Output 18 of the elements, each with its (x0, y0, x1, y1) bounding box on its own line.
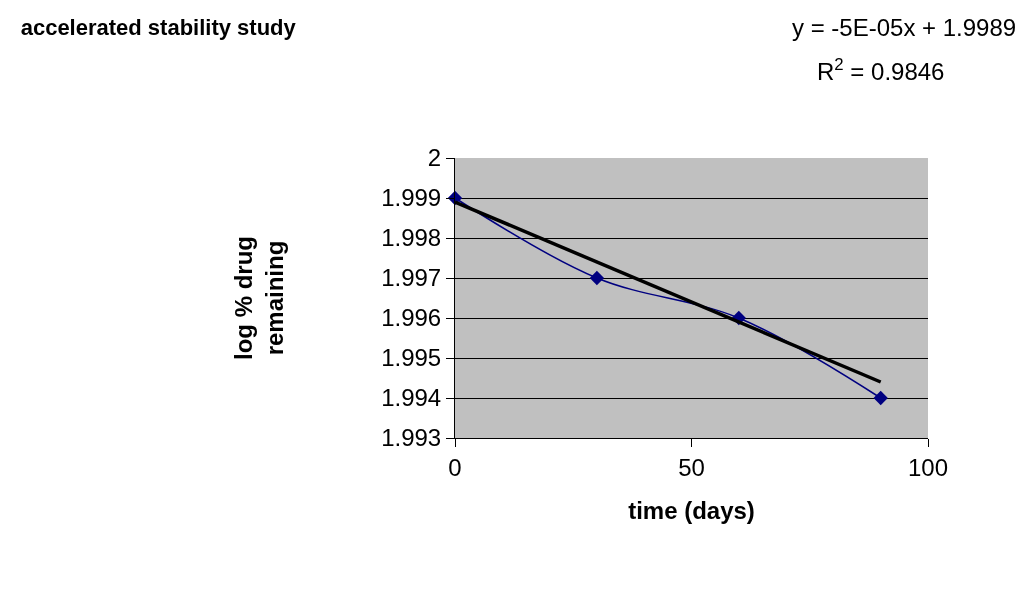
y-tick-label: 1.996 (381, 304, 442, 332)
x-tick-label: 100 (907, 453, 949, 481)
y-tick-label: 1.998 (381, 224, 442, 252)
x-axis-title: time (days) (628, 497, 755, 525)
y-tick-label: 1.993 (381, 424, 442, 452)
y-axis-title: log % drug remaining (230, 236, 289, 360)
y-tick-label: 1.994 (381, 384, 442, 412)
point (873, 390, 888, 406)
point (589, 270, 605, 286)
y-tick-label: 2 (427, 144, 442, 172)
y-tick-label: 1.997 (381, 264, 442, 292)
text: R$^{2}$ = 0.9846 (817, 55, 945, 86)
x-tick-label: 0 (448, 453, 462, 481)
text: y = -5E-05x + 1.9989 (792, 14, 1017, 41)
text: accelerated stability study (20, 15, 297, 41)
y-tick-label: 1.995 (381, 344, 442, 372)
x-tick-label: 50 (678, 453, 705, 481)
y-tick-label: 1.999 (381, 184, 442, 212)
